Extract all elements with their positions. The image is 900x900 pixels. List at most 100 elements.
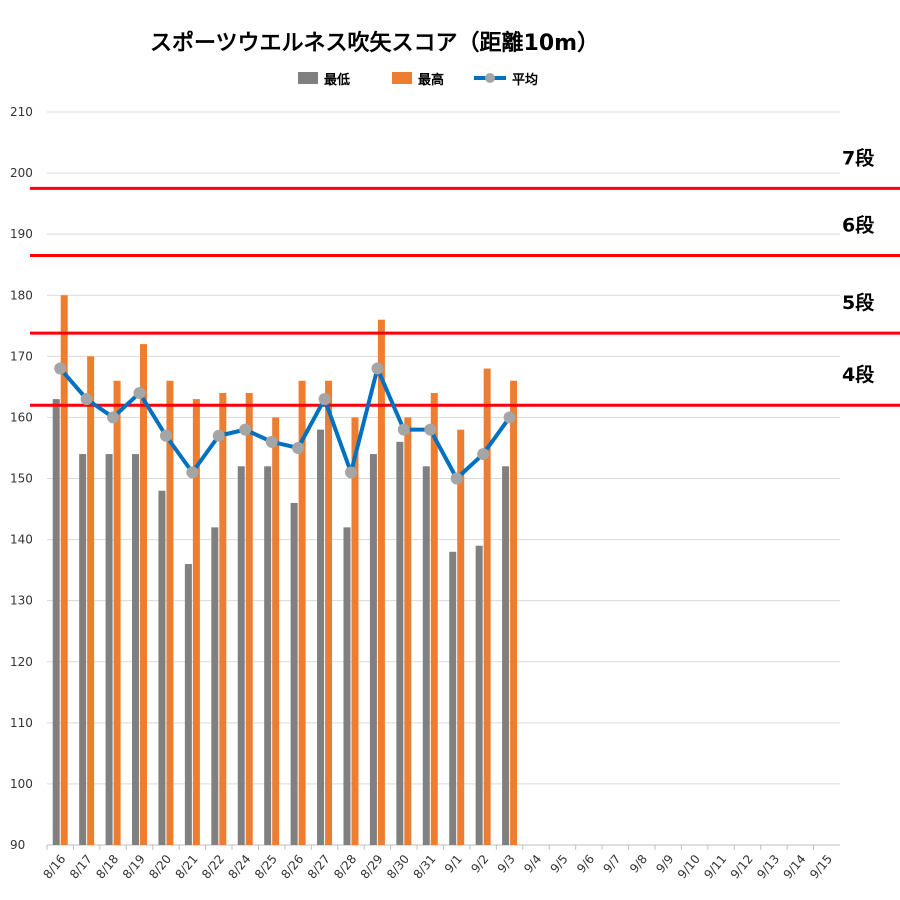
x-tick-label: 8/19 (120, 852, 148, 882)
bars (52, 295, 518, 845)
x-tick-label: 8/21 (173, 852, 201, 882)
bar-min (369, 454, 377, 845)
bar-min (449, 551, 457, 845)
bar-min (237, 466, 245, 845)
x-tick-label: 8/29 (358, 852, 386, 882)
bar-min (422, 466, 430, 845)
reference-label: 7段 (842, 146, 875, 169)
average-point (424, 423, 437, 436)
x-tick-label: 9/13 (754, 852, 782, 882)
average-point (107, 411, 120, 424)
bar-max (483, 368, 491, 845)
x-tick-label: 9/1 (442, 852, 465, 876)
chart-title: スポーツウエルネス吹矢スコア（距離10m） (150, 30, 599, 56)
y-axis-ticks: 90 100 110 120 130 140 150 160 170 180 190 200 210 (10, 105, 33, 852)
reference-lines: 7段 6段 5段 4段 (30, 146, 900, 407)
bar-max (166, 380, 174, 845)
bar-max (113, 380, 121, 845)
average-line-path (58, 366, 512, 481)
average-point (212, 429, 225, 442)
bar-max (245, 392, 253, 845)
x-tick-label: 8/22 (199, 852, 227, 882)
legend: 最低 最高 平均 (298, 72, 538, 88)
bar-min (132, 454, 140, 845)
bar-max (325, 380, 333, 845)
x-tick-label: 8/30 (384, 852, 412, 882)
x-tick-label: 9/15 (807, 852, 835, 882)
x-tick-label: 9/4 (521, 852, 544, 876)
reference-label: 5段 (842, 291, 875, 314)
bar-max (272, 417, 280, 845)
reference-label: 6段 (842, 214, 875, 237)
x-tick-label: 8/28 (331, 852, 359, 882)
y-tick-label: 170 (10, 349, 33, 363)
bar-min (290, 502, 298, 845)
x-tick-label: 9/6 (574, 852, 597, 876)
bar-min (79, 454, 87, 845)
average-point (80, 393, 93, 406)
bar-max (140, 344, 148, 845)
average-point (186, 466, 199, 479)
bar-min (343, 527, 351, 845)
x-tick-label: 8/24 (225, 852, 253, 882)
bar-max (457, 429, 465, 845)
y-tick-label: 110 (10, 716, 33, 730)
legend-swatch-min (298, 72, 318, 84)
bar-max (351, 417, 359, 845)
x-tick-label: 8/27 (305, 852, 333, 882)
y-tick-label: 160 (10, 410, 33, 424)
bar-min (158, 490, 166, 845)
bar-max (298, 380, 306, 845)
y-tick-label: 180 (10, 288, 33, 302)
bar-max (219, 392, 227, 845)
bar-max (430, 392, 438, 845)
x-tick-label: 9/3 (495, 852, 518, 876)
gridlines (47, 111, 840, 846)
average-point (265, 435, 278, 448)
average-point (239, 423, 252, 436)
bar-max (87, 356, 95, 845)
x-tick-label: 9/8 (627, 852, 650, 876)
bar-max (192, 399, 200, 845)
x-tick-label: 9/2 (468, 852, 491, 876)
bar-min (502, 466, 510, 845)
x-tick-label: 9/9 (653, 852, 676, 876)
x-tick-label: 9/5 (548, 852, 571, 876)
x-tick-label: 8/31 (411, 852, 439, 882)
y-tick-label: 190 (10, 227, 33, 241)
legend-label-max: 最高 (418, 72, 444, 88)
bar-min (396, 441, 404, 845)
bar-max (510, 380, 518, 845)
x-tick-label: 9/14 (781, 852, 809, 882)
x-axis-ticks: 8/168/178/188/198/208/218/228/248/258/26… (40, 845, 835, 882)
x-tick-label: 8/26 (278, 852, 306, 882)
x-tick-label: 8/20 (146, 852, 174, 882)
bar-min (317, 429, 325, 845)
average-point (477, 448, 490, 461)
average-line (54, 362, 516, 485)
average-point (133, 386, 146, 399)
y-tick-label: 210 (10, 105, 33, 119)
bar-min (52, 399, 60, 845)
bar-min (211, 527, 219, 845)
x-tick-label: 8/25 (252, 852, 280, 882)
y-tick-label: 150 (10, 472, 33, 486)
x-tick-label: 8/17 (67, 852, 95, 882)
y-tick-label: 100 (10, 777, 33, 791)
bar-min (105, 454, 113, 845)
x-tick-label: 9/7 (600, 852, 623, 876)
average-point (318, 393, 331, 406)
x-tick-label: 9/11 (701, 852, 729, 882)
legend-swatch-max (392, 72, 412, 84)
x-tick-label: 9/10 (675, 852, 703, 882)
bar-max (60, 295, 68, 845)
legend-label-min: 最低 (324, 72, 350, 88)
bar-max (377, 319, 385, 845)
average-point (159, 429, 172, 442)
bar-max (404, 417, 412, 845)
average-point (292, 441, 305, 454)
x-tick-label: 8/16 (40, 852, 68, 882)
legend-marker-avg (485, 73, 495, 83)
reference-label: 4段 (842, 363, 875, 386)
